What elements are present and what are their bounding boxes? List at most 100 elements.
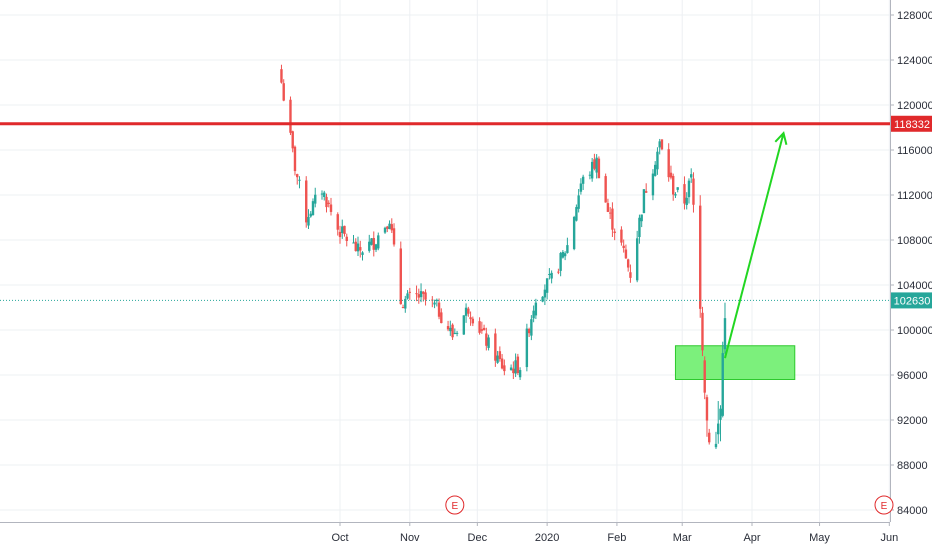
candle-body	[687, 180, 691, 198]
candle-body	[606, 203, 610, 212]
candle-body	[388, 223, 391, 230]
candle-body	[464, 307, 468, 316]
candle-body	[327, 202, 330, 204]
candle	[595, 154, 598, 179]
candle-body	[305, 180, 308, 223]
candle-body	[480, 329, 484, 331]
candle	[613, 228, 616, 241]
candle	[298, 176, 301, 189]
candle-body	[719, 408, 722, 420]
candle	[469, 311, 472, 326]
candle-body	[478, 321, 481, 333]
candle-body	[487, 337, 490, 348]
candle	[451, 323, 454, 340]
candle-body	[408, 291, 411, 293]
candle	[289, 96, 292, 136]
earnings-marker-label: E	[881, 501, 888, 512]
y-tick-label: 116000	[897, 145, 932, 157]
candle	[372, 231, 375, 257]
candle	[611, 202, 614, 238]
candle-body	[518, 370, 522, 378]
candle	[404, 295, 407, 313]
candle-body	[723, 318, 727, 350]
candle-body	[291, 131, 294, 149]
candle-body	[534, 302, 538, 316]
projection-arrow-shaft[interactable]	[724, 132, 785, 359]
resistance-price-tag	[891, 115, 932, 132]
candle	[651, 169, 655, 201]
candle-body	[446, 326, 450, 330]
candle-body	[516, 356, 520, 373]
candle-body	[453, 332, 457, 334]
candle	[354, 238, 357, 252]
earnings-marker[interactable]: E	[874, 495, 894, 515]
candle-body	[590, 161, 594, 179]
candle-body	[451, 324, 454, 338]
candle	[638, 214, 641, 244]
support-zone	[674, 345, 796, 380]
y-tick-label: 88000	[897, 460, 928, 472]
candle-body	[406, 293, 409, 299]
candle	[635, 230, 639, 283]
candle-body	[404, 298, 407, 309]
candle	[687, 178, 691, 204]
candle	[660, 139, 664, 151]
candle	[566, 237, 569, 254]
candle-body	[482, 327, 486, 331]
candle-body	[705, 397, 709, 421]
support-zone-layer	[674, 345, 796, 380]
candle-body	[314, 194, 317, 204]
candle-body	[415, 293, 418, 295]
candle-body	[532, 310, 535, 319]
candle	[642, 189, 646, 214]
candle-body	[708, 432, 711, 443]
x-tick-label: Oct	[331, 532, 348, 544]
candle-body	[525, 328, 529, 368]
candle	[669, 165, 673, 180]
candle-body	[635, 238, 639, 281]
candle-body	[640, 214, 643, 222]
candle	[291, 130, 294, 153]
candle	[496, 350, 499, 364]
candle-body	[320, 193, 324, 195]
candle-body	[543, 289, 547, 298]
candle	[723, 302, 727, 354]
candle	[327, 200, 330, 208]
candle-body	[449, 327, 452, 332]
candle	[575, 204, 578, 222]
candle-body	[336, 214, 339, 230]
candle-body	[701, 312, 704, 351]
candle-body	[581, 176, 585, 184]
candle	[307, 209, 310, 230]
candle	[336, 212, 339, 236]
candle	[296, 173, 299, 185]
candle-body	[455, 332, 459, 334]
candle-body	[341, 226, 344, 234]
candle-body	[372, 237, 375, 250]
y-tick-label: 92000	[897, 415, 928, 427]
candle	[408, 287, 411, 300]
candle-body	[352, 242, 355, 244]
candle	[370, 238, 373, 246]
candle-body	[588, 174, 592, 176]
candle	[563, 251, 567, 261]
candle-body	[717, 423, 720, 435]
candle-body	[289, 99, 292, 133]
candle-body	[392, 228, 396, 245]
candle	[417, 288, 420, 304]
candle	[471, 316, 475, 327]
candle	[653, 161, 657, 177]
candle	[705, 394, 709, 437]
earnings-marker[interactable]: E	[445, 495, 465, 515]
candle	[606, 198, 610, 213]
candle-body	[512, 368, 515, 374]
candle	[541, 296, 544, 303]
candle-body	[563, 253, 567, 257]
candle	[406, 290, 409, 300]
candle	[683, 176, 686, 210]
candle	[433, 299, 436, 309]
candle-body	[390, 224, 393, 231]
candle	[325, 193, 328, 213]
